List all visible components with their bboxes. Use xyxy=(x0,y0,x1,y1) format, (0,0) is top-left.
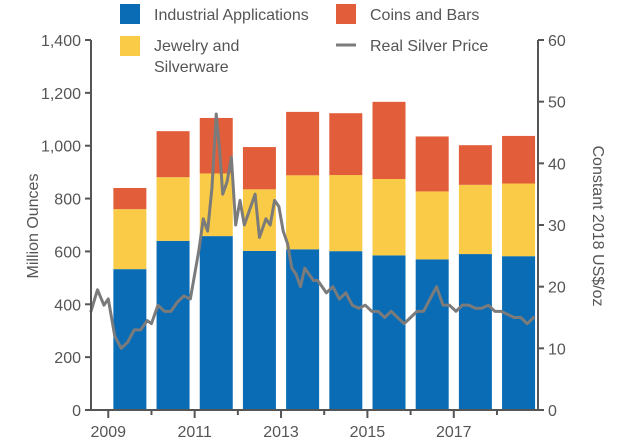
bar-2012-series-2 xyxy=(242,147,276,190)
legend-label-silver-price: Real Silver Price xyxy=(370,38,488,55)
bar-2017-series-0 xyxy=(458,254,492,410)
bar-2015-series-0 xyxy=(372,255,406,410)
bars xyxy=(113,101,536,410)
bar-2013-series-2 xyxy=(286,111,320,176)
bar-2016-series-2 xyxy=(415,136,449,192)
bar-2014-series-1 xyxy=(329,175,363,252)
y2-tick-label-40: 40 xyxy=(548,156,566,173)
x-tick-label-2009: 2009 xyxy=(90,424,126,441)
y-tick-label-1200: 1,200 xyxy=(41,86,81,103)
y-tick-label-1000: 1,000 xyxy=(41,139,81,156)
legend: Industrial Applications Coins and Bars J… xyxy=(120,4,488,76)
bar-2009-series-2 xyxy=(113,188,147,210)
legend-label-coins: Coins and Bars xyxy=(370,7,479,24)
legend-swatch-industrial xyxy=(120,4,140,24)
legend-swatch-jewelry xyxy=(120,36,140,56)
y2-tick-label-10: 10 xyxy=(548,341,566,358)
y-tick-label-0: 0 xyxy=(72,403,81,420)
x-tick-label-2011: 2011 xyxy=(177,424,212,441)
real-silver-price-line xyxy=(89,112,536,350)
y2-tick-label-20: 20 xyxy=(548,280,566,297)
bar-2015-series-2 xyxy=(372,101,406,180)
bar-2017-series-2 xyxy=(458,145,492,185)
bar-2010-series-2 xyxy=(156,131,190,178)
x-tick-label-2017: 2017 xyxy=(436,424,472,441)
bar-2013-series-1 xyxy=(286,175,320,250)
y-tick-label-200: 200 xyxy=(54,350,81,367)
bar-2014-series-0 xyxy=(329,251,363,410)
legend-label-jewelry: Jewelry and Silverware xyxy=(154,38,239,76)
axes: 0 200 400 600 800 1,000 1,200 1,400 0 10 20 30 40 50 6… xyxy=(41,33,566,441)
bar-2014-series-2 xyxy=(329,113,363,176)
bar-2017-series-1 xyxy=(458,184,492,255)
y2-tick-label-30: 30 xyxy=(548,218,566,235)
legend-swatch-coins xyxy=(336,4,356,24)
bar-2016-series-0 xyxy=(415,259,449,410)
bar-2012-series-0 xyxy=(242,250,276,410)
bar-2018-series-0 xyxy=(502,256,536,410)
y-tick-label-1400: 1,400 xyxy=(41,33,81,50)
y-axis-title: Million Ounces xyxy=(25,174,42,279)
bar-2015-series-1 xyxy=(372,179,406,256)
bar-2018-series-1 xyxy=(502,183,536,257)
bar-2009-series-1 xyxy=(113,209,147,270)
bar-2016-series-1 xyxy=(415,191,449,260)
bar-2010-series-0 xyxy=(156,240,190,410)
legend-label-industrial: Industrial Applications xyxy=(154,7,309,24)
y-tick-label-800: 800 xyxy=(54,192,81,209)
x-tick-label-2015: 2015 xyxy=(350,424,386,441)
y2-axis-title: Constant 2018 US$/oz xyxy=(589,146,606,307)
price-line-layer xyxy=(89,112,536,350)
y2-tick-label-60: 60 xyxy=(548,33,566,50)
y-tick-label-600: 600 xyxy=(54,244,81,261)
x-tick-label-2013: 2013 xyxy=(263,424,299,441)
y2-tick-label-0: 0 xyxy=(548,403,557,420)
bar-2010-series-1 xyxy=(156,177,190,241)
bar-2018-series-2 xyxy=(502,135,536,184)
bar-2011-series-0 xyxy=(199,236,233,410)
y2-tick-label-50: 50 xyxy=(548,95,566,112)
y-tick-label-400: 400 xyxy=(54,297,81,314)
